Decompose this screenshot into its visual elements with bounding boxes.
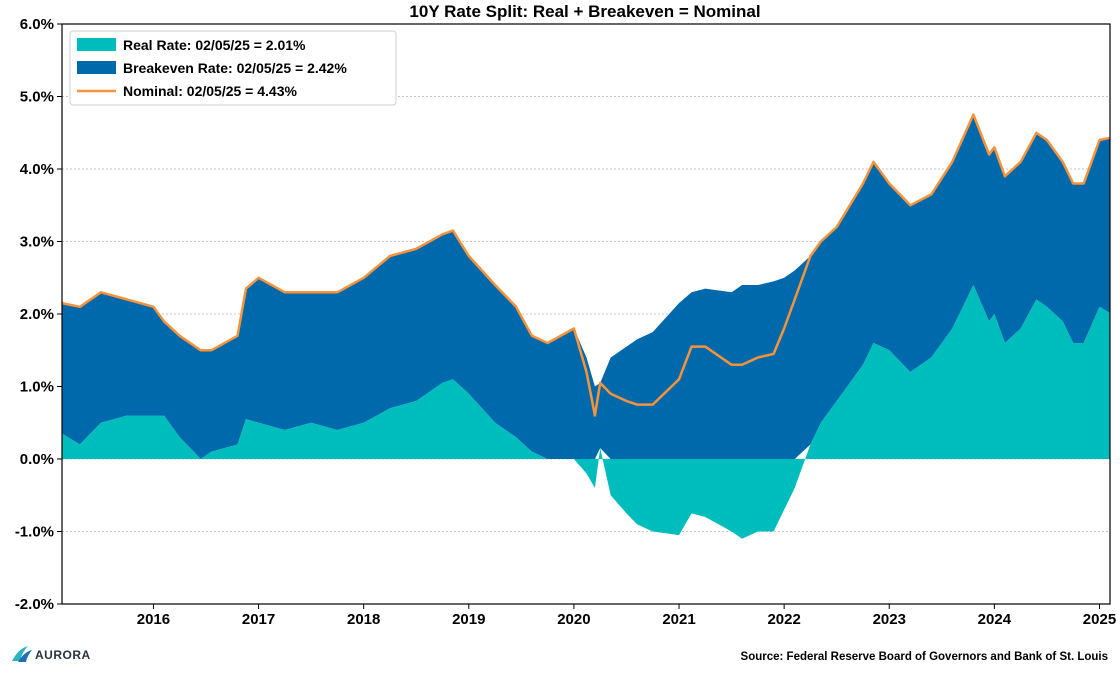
x-tick-label-1: 2017 bbox=[242, 611, 275, 628]
y-tick-label-6: 4.0% bbox=[20, 161, 54, 178]
legend: Real Rate: 02/05/25 = 2.01% Breakeven Ra… bbox=[69, 30, 397, 106]
y-tick-label-7: 5.0% bbox=[20, 89, 54, 106]
x-tick-label-3: 2019 bbox=[452, 611, 485, 628]
chart-title: 10Y Rate Split: Real + Breakeven = Nomin… bbox=[409, 2, 760, 21]
legend-label-nominal: Nominal: 02/05/25 = 4.43% bbox=[123, 83, 297, 99]
x-tick-label-7: 2023 bbox=[873, 611, 906, 628]
y-tick-label-4: 2.0% bbox=[20, 306, 54, 323]
real-rate-area bbox=[62, 285, 1110, 539]
aurora-logo-icon bbox=[12, 646, 32, 662]
legend-box bbox=[69, 30, 397, 106]
x-axis: 2016 2017 2018 2019 2020 2021 2022 2023 2024 2025 bbox=[137, 604, 1116, 628]
source-note: Source: Federal Reserve Board of Governo… bbox=[741, 651, 1108, 663]
y-tick-label-0: -2.0% bbox=[15, 596, 54, 613]
logo-text: AURORA bbox=[35, 648, 91, 662]
x-tick-label-5: 2021 bbox=[662, 611, 695, 628]
y-tick-label-2: 0.0% bbox=[20, 451, 54, 468]
nominal-line bbox=[61, 113, 1111, 417]
x-tick-label-4: 2020 bbox=[557, 611, 590, 628]
breakeven-rate-area bbox=[62, 114, 1110, 459]
y-tick-label-8: 6.0% bbox=[20, 16, 54, 33]
x-tick-label-2: 2018 bbox=[347, 611, 380, 628]
legend-label-breakeven-rate: Breakeven Rate: 02/05/25 = 2.42% bbox=[123, 60, 347, 76]
aurora-logo: AURORA bbox=[12, 646, 91, 662]
y-tick-label-1: -1.0% bbox=[15, 524, 54, 541]
legend-swatch-breakeven-rate bbox=[77, 61, 116, 74]
y-axis: -2.0% -1.0% 0.0% 1.0% 2.0% 3.0% 4.0% 5.0% 6.0% bbox=[15, 16, 62, 613]
legend-label-real-rate: Real Rate: 02/05/25 = 2.01% bbox=[123, 37, 306, 53]
x-tick-label-0: 2016 bbox=[137, 611, 170, 628]
y-tick-label-5: 3.0% bbox=[20, 234, 54, 251]
legend-swatch-real-rate bbox=[77, 38, 116, 51]
line-series bbox=[61, 113, 1111, 417]
x-tick-label-8: 2024 bbox=[978, 611, 1012, 628]
area-series bbox=[62, 114, 1110, 539]
x-tick-label-6: 2022 bbox=[767, 611, 800, 628]
y-tick-label-3: 1.0% bbox=[20, 379, 54, 396]
x-tick-label-9: 2025 bbox=[1083, 611, 1116, 628]
